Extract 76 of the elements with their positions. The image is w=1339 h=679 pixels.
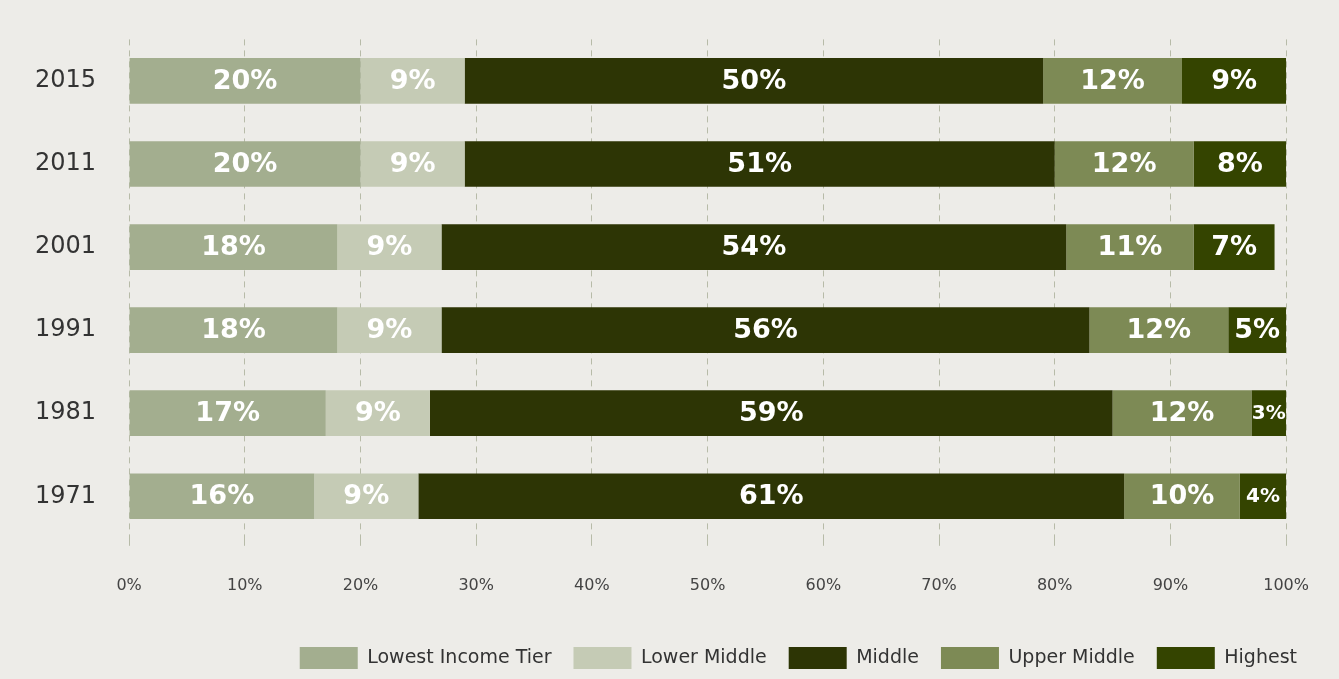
data-label: 8%	[1216, 147, 1263, 179]
data-label: 12%	[1080, 63, 1145, 95]
data-label: 16%	[189, 479, 255, 511]
data-label: 12%	[1149, 396, 1215, 428]
legend-label: Upper Middle	[1008, 644, 1135, 667]
bar	[418, 473, 1125, 520]
bar	[1181, 58, 1287, 104]
x-tick-label: 80%	[1036, 574, 1073, 594]
y-tick-label: 2015	[35, 65, 97, 94]
data-label: 12%	[1091, 147, 1157, 179]
bar	[1066, 224, 1194, 270]
bar	[129, 141, 361, 187]
bar	[1043, 58, 1182, 104]
data-label: 59%	[738, 396, 804, 428]
data-label: 61%	[738, 479, 804, 511]
bar	[464, 141, 1055, 187]
bar	[441, 307, 1090, 353]
data-label: 9%	[366, 313, 413, 345]
x-tick-label: 50%	[689, 574, 726, 594]
x-tick-label: 30%	[458, 574, 494, 594]
y-tick-label: 1981	[35, 397, 97, 426]
bar	[129, 58, 361, 104]
x-tick-label: 90%	[1152, 574, 1189, 594]
bar	[441, 224, 1067, 270]
x-tick-label: 100%	[1263, 574, 1309, 594]
data-label: 9%	[389, 63, 436, 95]
data-label: 18%	[201, 230, 266, 262]
data-label: 51%	[727, 147, 792, 179]
bar	[129, 390, 326, 437]
bar	[129, 224, 338, 270]
legend-label: Lower Middle	[640, 644, 767, 667]
bar	[1112, 390, 1252, 437]
x-tick-label: 0%	[116, 574, 142, 594]
data-label: 9%	[366, 230, 413, 262]
bar	[1089, 307, 1229, 353]
data-label: 50%	[721, 63, 787, 95]
bar	[314, 473, 419, 520]
data-label: 56%	[733, 313, 798, 345]
y-tick-label: 1971	[35, 480, 97, 509]
data-label: 5%	[1234, 313, 1281, 345]
bar	[325, 390, 430, 437]
legend-label: Middle	[856, 644, 919, 667]
data-label: 54%	[721, 230, 787, 262]
bar	[360, 58, 465, 104]
data-label: 9%	[389, 147, 436, 179]
y-tick-label: 2001	[35, 231, 97, 260]
bar	[1054, 141, 1194, 187]
data-label: 12%	[1126, 313, 1192, 345]
x-tick-label: 60%	[805, 574, 842, 594]
data-label: 9%	[343, 479, 390, 511]
bar	[129, 307, 338, 353]
data-label: 18%	[201, 313, 266, 345]
bar	[129, 473, 315, 520]
data-label: 20%	[212, 63, 278, 95]
bar	[464, 58, 1044, 104]
x-tick-label: 10%	[227, 574, 263, 594]
data-label: 3%	[1251, 400, 1286, 425]
bar	[337, 307, 442, 353]
bar	[429, 390, 1113, 437]
data-label: 4%	[1246, 483, 1280, 508]
bar	[337, 224, 442, 270]
data-label: 9%	[1211, 63, 1257, 95]
data-label: 11%	[1097, 230, 1163, 262]
y-tick-label: 1991	[35, 314, 97, 343]
bar	[360, 141, 465, 187]
data-label: 20%	[212, 147, 278, 179]
x-tick-label: 40%	[574, 574, 610, 594]
x-tick-label: 70%	[921, 574, 957, 594]
data-label: 17%	[195, 396, 260, 428]
y-tick-label: 2011	[35, 148, 97, 177]
data-label: 9%	[354, 396, 401, 428]
data-label: 7%	[1211, 230, 1257, 262]
legend-label: Lowest Income Tier	[367, 644, 552, 667]
data-label: 10%	[1149, 479, 1215, 511]
legend-label: Highest	[1224, 644, 1298, 667]
x-tick-label: 20%	[342, 574, 379, 594]
